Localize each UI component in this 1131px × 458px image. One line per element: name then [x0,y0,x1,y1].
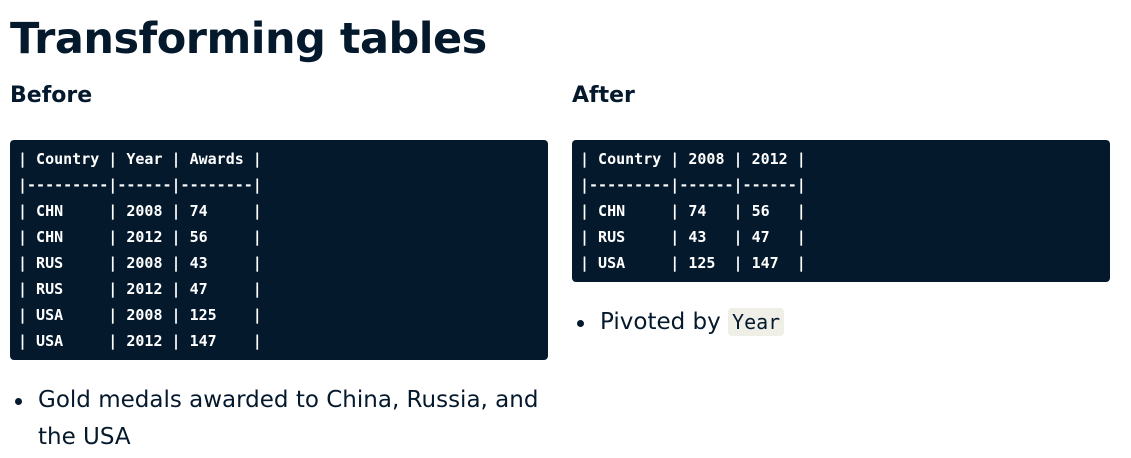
code-line: | CHN | 2008 | 74 | [18,202,262,220]
code-line: |---------|------|------| [580,176,806,194]
code-line: | CHN | 74 | 56 | [580,202,806,220]
after-bullet-list: Pivoted by Year [572,304,1110,341]
code-line: | CHN | 2012 | 56 | [18,228,262,246]
list-item: Pivoted by Year [572,304,1110,341]
code-line: | Country | Year | Awards | [18,150,262,168]
after-bullet-text: Pivoted by [600,309,721,335]
code-line: | Country | 2008 | 2012 | [580,150,806,168]
code-line: | USA | 2012 | 147 | [18,332,262,350]
code-line: | USA | 125 | 147 | [580,254,806,272]
bullet-icon [577,320,584,327]
inline-code-year: Year [728,308,785,336]
code-line: | RUS | 2008 | 43 | [18,254,262,272]
before-heading: Before [10,83,93,108]
code-line: | USA | 2008 | 125 | [18,306,262,324]
code-line: | RUS | 2012 | 47 | [18,280,262,298]
before-bullet-list: Gold medals awarded to China, Russia, an… [10,382,548,456]
after-heading: After [572,83,635,108]
code-line: | RUS | 43 | 47 | [580,228,806,246]
after-code-block: | Country | 2008 | 2012 | |---------|---… [572,140,1110,282]
page-title: Transforming tables [10,14,487,64]
code-line: |---------|------|--------| [18,176,262,194]
bullet-icon [15,398,22,405]
before-code-block: | Country | Year | Awards | |---------|-… [10,140,548,360]
list-item: Gold medals awarded to China, Russia, an… [10,382,548,456]
before-bullet-text: Gold medals awarded to China, Russia, an… [38,387,539,450]
